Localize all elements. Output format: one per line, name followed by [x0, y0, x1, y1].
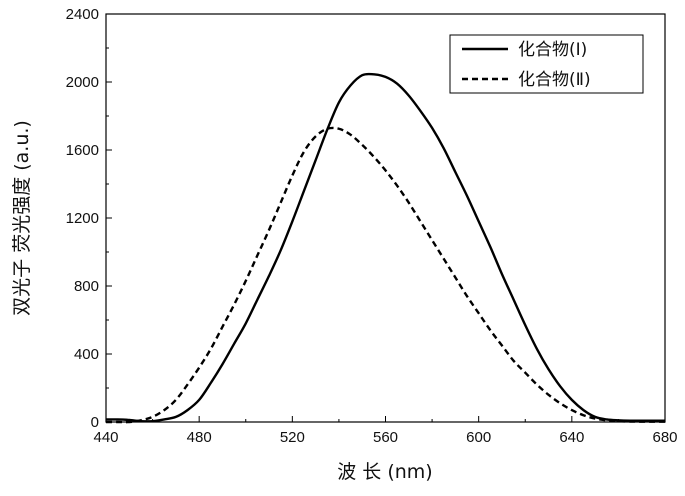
legend: 化合物(Ⅰ) 化合物(Ⅱ): [450, 35, 643, 93]
legend-label-compound-2: 化合物(Ⅱ): [518, 70, 591, 90]
x-tick-label: 600: [466, 429, 491, 446]
y-tick-label: 1600: [66, 142, 99, 159]
y-axis-ticks: 0 400 800 1200 1600 2000 2400: [66, 6, 112, 431]
series-line-compound-1: [106, 74, 665, 421]
x-tick-label: 480: [187, 429, 212, 446]
y-axis-title: 双光子 荧光强度 (a.u.): [11, 120, 33, 316]
y-tick-label: 800: [74, 278, 99, 295]
legend-label-compound-1: 化合物(Ⅰ): [518, 40, 587, 60]
y-tick-label: 400: [74, 346, 99, 363]
x-tick-label: 440: [93, 429, 118, 446]
x-tick-label: 560: [373, 429, 398, 446]
x-tick-label: 520: [280, 429, 305, 446]
y-tick-label: 0: [91, 414, 99, 431]
x-axis-title: 波 长 (nm): [337, 461, 432, 483]
y-tick-label: 1200: [66, 210, 99, 227]
series-layer: [106, 74, 665, 422]
y-tick-label: 2000: [66, 74, 99, 91]
y-tick-label: 2400: [66, 6, 99, 23]
x-tick-label: 640: [559, 429, 584, 446]
series-line-compound-2: [106, 128, 665, 422]
x-axis-ticks: 440 480 520 560 600 640 680: [93, 416, 677, 446]
x-tick-label: 680: [652, 429, 677, 446]
